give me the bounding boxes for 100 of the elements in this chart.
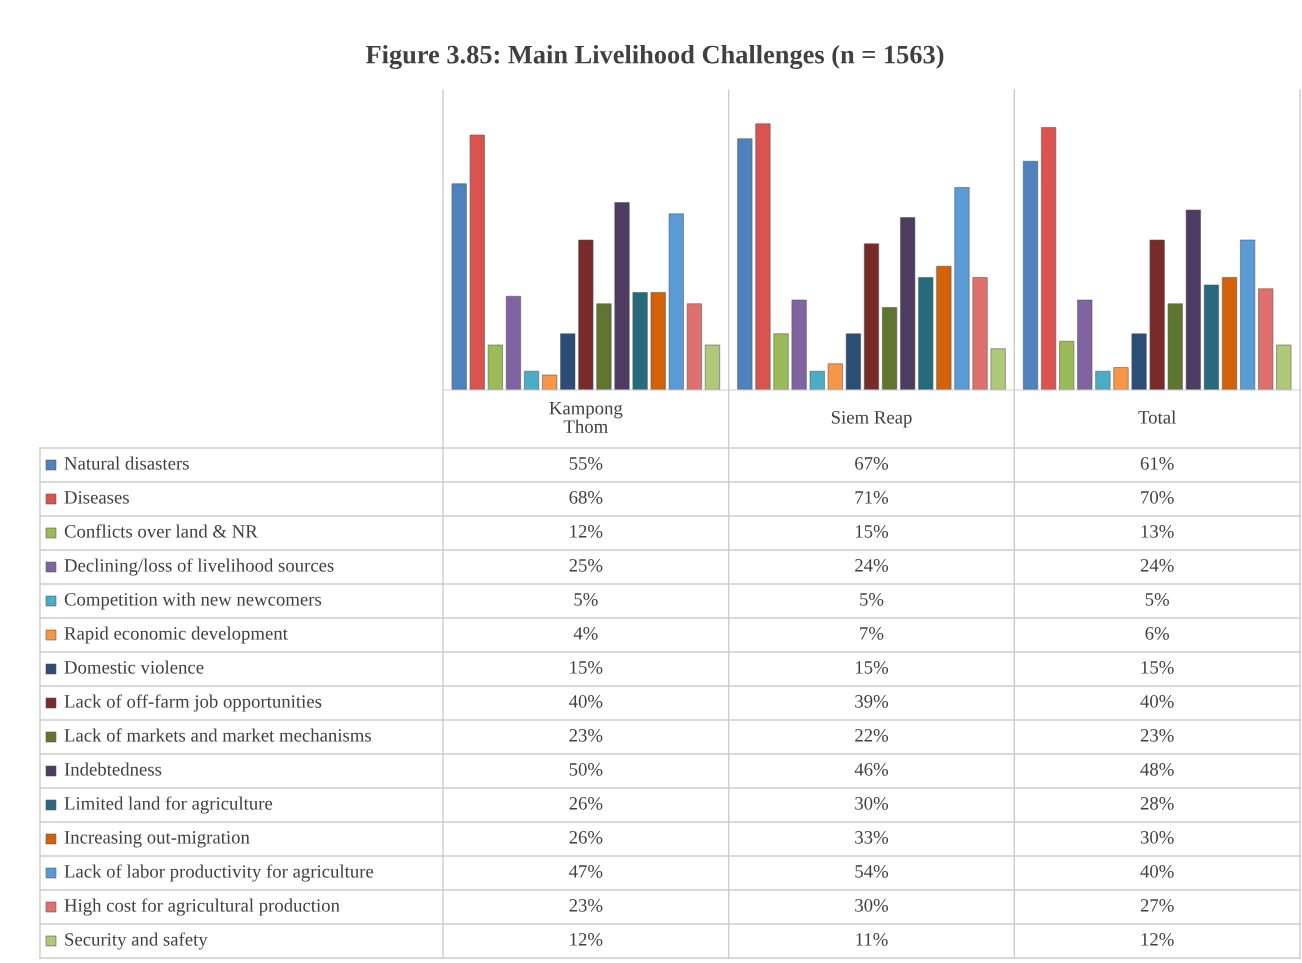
bar bbox=[614, 202, 630, 390]
data-label: 24% bbox=[855, 559, 889, 572]
legend-label: Natural disasters bbox=[64, 456, 189, 470]
data-label: 67% bbox=[855, 457, 889, 470]
legend-label: Lack of markets and market mechanisms bbox=[64, 728, 372, 742]
data-label: 12% bbox=[570, 525, 603, 538]
data-label: 15% bbox=[855, 525, 889, 538]
data-label: 50% bbox=[569, 763, 603, 776]
bar bbox=[596, 303, 612, 390]
data-label: 23% bbox=[569, 729, 603, 742]
bar bbox=[1222, 277, 1238, 390]
bar bbox=[487, 344, 503, 390]
data-label: 27% bbox=[1140, 899, 1174, 912]
bar bbox=[845, 333, 861, 390]
data-label: 33% bbox=[855, 831, 889, 844]
bar bbox=[918, 277, 934, 390]
bar bbox=[1203, 284, 1219, 390]
bar bbox=[1131, 333, 1147, 390]
bar bbox=[1059, 340, 1075, 390]
data-label: 24% bbox=[1140, 559, 1174, 572]
bar bbox=[704, 344, 720, 390]
data-label: 70% bbox=[1141, 491, 1174, 504]
bar bbox=[1095, 370, 1111, 390]
data-label: 54% bbox=[855, 865, 889, 878]
bar bbox=[650, 292, 666, 390]
data-label: 5% bbox=[574, 593, 598, 606]
bar bbox=[505, 295, 521, 390]
legend-label: Rapid economic development bbox=[64, 626, 288, 644]
bar bbox=[755, 123, 771, 390]
data-label: 30% bbox=[855, 899, 889, 912]
bar bbox=[791, 299, 807, 390]
data-label: 46% bbox=[854, 763, 889, 776]
bar bbox=[809, 370, 825, 390]
data-label: 25% bbox=[569, 559, 603, 572]
bar bbox=[542, 374, 558, 390]
bar bbox=[451, 183, 467, 390]
bar bbox=[1077, 299, 1093, 390]
bar bbox=[863, 243, 880, 390]
data-label: 13% bbox=[1141, 525, 1174, 538]
data-label: 40% bbox=[569, 695, 603, 708]
bar bbox=[560, 333, 576, 390]
bar bbox=[900, 217, 916, 390]
bar bbox=[936, 265, 952, 390]
bar bbox=[1149, 239, 1165, 390]
x-tick-label: Total bbox=[1138, 410, 1176, 424]
data-label: 22% bbox=[855, 729, 889, 742]
bar bbox=[469, 134, 485, 390]
data-label: 5% bbox=[1145, 593, 1170, 606]
data-label: 26% bbox=[569, 797, 603, 810]
bar bbox=[990, 348, 1006, 390]
bar bbox=[1185, 209, 1201, 390]
bar bbox=[686, 303, 702, 390]
legend-label: Conflicts over land & NR bbox=[64, 524, 258, 538]
legend-label: High cost for agricultural production bbox=[64, 898, 340, 916]
data-label: 39% bbox=[855, 695, 889, 708]
data-label: 23% bbox=[569, 899, 603, 912]
bar bbox=[882, 307, 898, 390]
x-tick-label: Siem Reap bbox=[831, 411, 912, 428]
legend-label: Security and safety bbox=[65, 932, 208, 950]
bar bbox=[1167, 303, 1183, 390]
data-label: 40% bbox=[1140, 865, 1174, 878]
legend-label: Increasing out-migration bbox=[64, 831, 250, 848]
data-label: 47% bbox=[569, 865, 603, 878]
bar bbox=[1113, 367, 1129, 390]
data-label: 28% bbox=[1140, 797, 1174, 810]
data-label: 30% bbox=[1140, 831, 1174, 844]
data-label: 12% bbox=[570, 933, 603, 946]
legend-label: Lack of off-farm job opportunities bbox=[64, 694, 322, 712]
data-label: 71% bbox=[855, 491, 889, 504]
bar bbox=[578, 239, 594, 390]
bar bbox=[1276, 344, 1292, 390]
bar bbox=[668, 213, 684, 390]
data-label: 55% bbox=[569, 457, 603, 470]
chart-title: Figure 3.85: Main Livelihood Challenges (n = 1563) bbox=[365, 44, 944, 70]
bar bbox=[1258, 288, 1274, 390]
x-tick-label: Kampong Thom bbox=[549, 402, 623, 433]
data-label: 61% bbox=[1140, 457, 1174, 470]
legend-label: Diseases bbox=[64, 491, 129, 504]
data-label: 11% bbox=[856, 933, 888, 946]
bar bbox=[1023, 160, 1039, 390]
bar bbox=[827, 363, 843, 390]
legend-label: Declining/loss of livelihood sources bbox=[64, 558, 334, 576]
data-label: 68% bbox=[569, 491, 603, 504]
data-label: 40% bbox=[1140, 695, 1174, 708]
data-label: 23% bbox=[1140, 729, 1174, 742]
legend-label: Lack of labor productivity for agriculture bbox=[64, 864, 374, 882]
bar bbox=[954, 187, 970, 390]
bar bbox=[737, 138, 753, 390]
data-label: 15% bbox=[570, 661, 603, 674]
data-label: 5% bbox=[860, 593, 884, 606]
data-label: 48% bbox=[1140, 763, 1174, 776]
data-label: 6% bbox=[1145, 627, 1170, 640]
data-label: 26% bbox=[569, 831, 603, 844]
bar bbox=[1240, 239, 1256, 390]
data-label: 15% bbox=[855, 661, 889, 674]
legend-label: Indebtedness bbox=[64, 762, 162, 776]
bar bbox=[972, 277, 988, 390]
legend-label: Competition with new newcomers bbox=[64, 592, 322, 610]
data-label: 15% bbox=[1141, 661, 1174, 674]
data-label: 30% bbox=[855, 797, 889, 810]
